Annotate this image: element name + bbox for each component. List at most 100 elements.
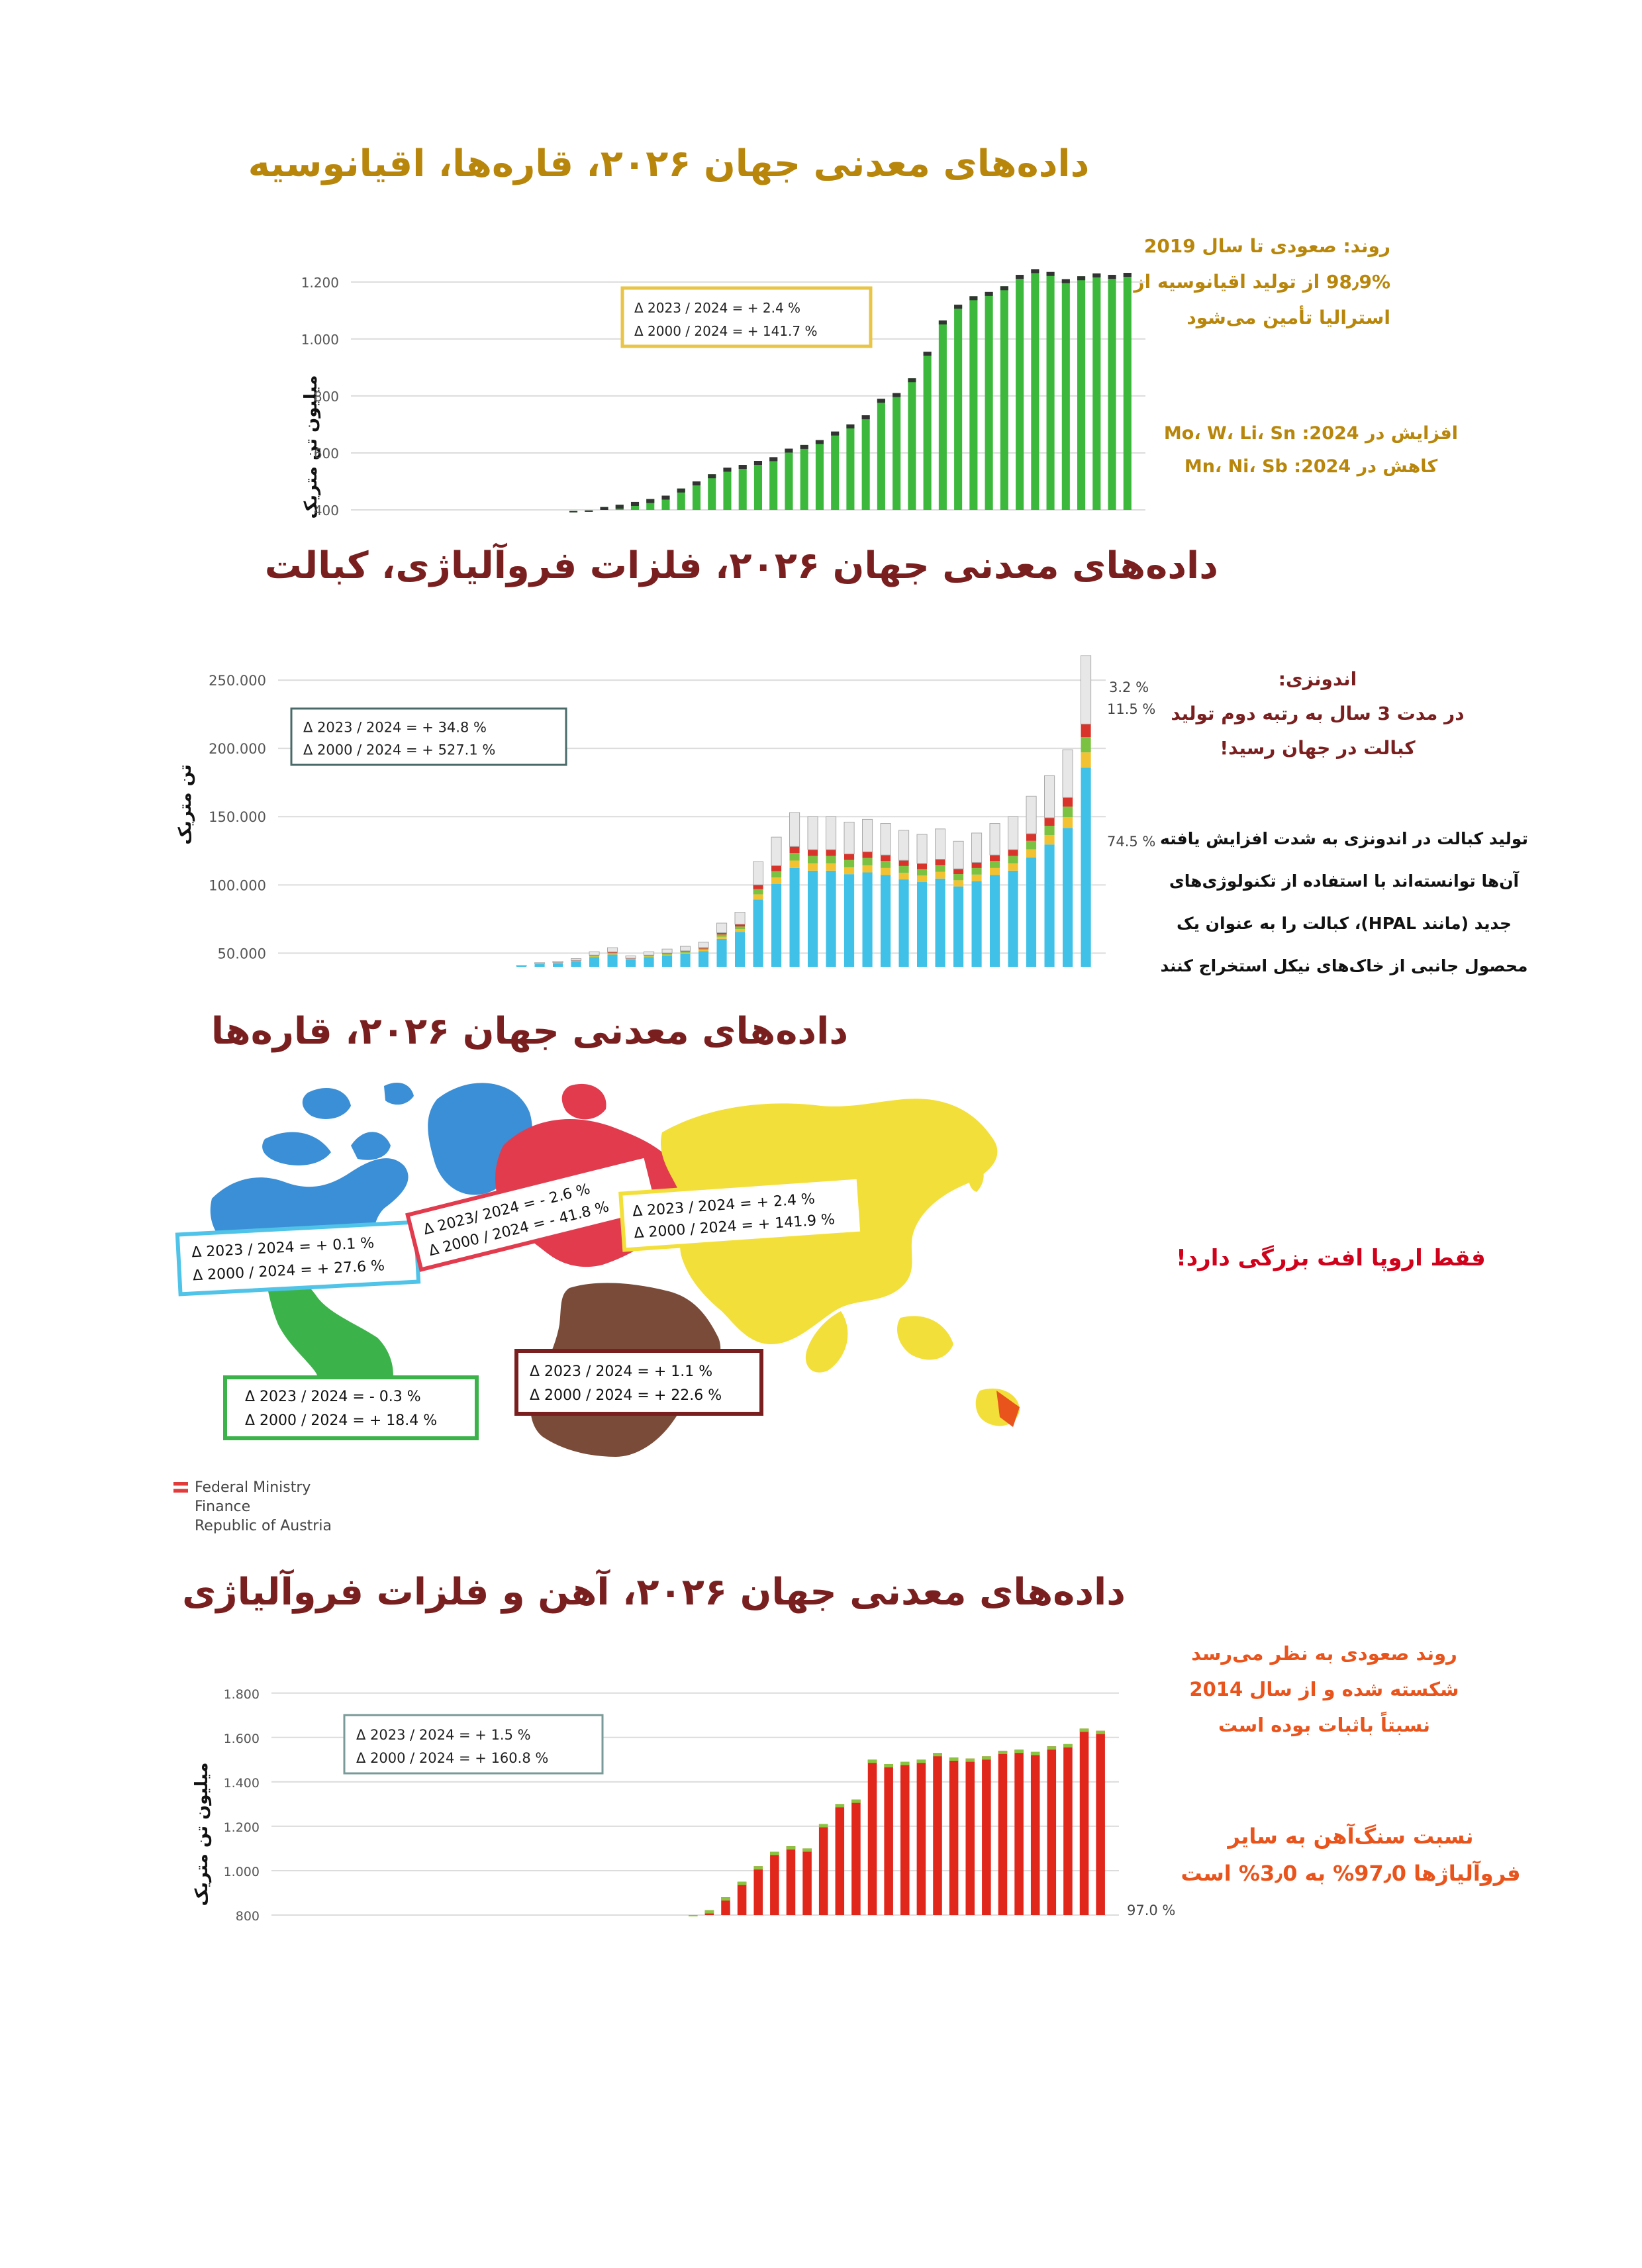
- bar: [1014, 1750, 1024, 1915]
- bar-yellow: [826, 863, 836, 871]
- y-tick-label: 250.000: [209, 673, 266, 689]
- bar-cap: [933, 1753, 942, 1757]
- bar: [982, 1756, 991, 1915]
- bar-cap: [723, 468, 732, 472]
- bar-blue: [881, 875, 891, 967]
- bar-red: [662, 953, 673, 954]
- bar-red: [826, 850, 836, 856]
- bar: [738, 465, 747, 510]
- chart2-note2-1: آن‌ها توانسته‌اند با استفاده از تکنولوژی…: [1169, 871, 1520, 891]
- chart1-note-2: استرالیا تأمین می‌شود: [1186, 307, 1390, 328]
- bar-gray: [734, 912, 746, 925]
- bar-blue: [808, 870, 818, 967]
- bar-gray: [898, 830, 910, 861]
- africa-box: Δ 2023 / 2024 = + 1.1 % Δ 2000 / 2024 = …: [514, 1349, 763, 1416]
- bar-green: [881, 861, 891, 868]
- bar-gray: [552, 961, 563, 963]
- chart1-notes2: افزایش در 2024: Mo، W، Li، Sn کاهش در 20…: [1126, 417, 1496, 483]
- bar-gray: [971, 832, 983, 863]
- chart2-title: داده‌های معدنی جهان ۲۰۲۶، فلزات فروآلیاژ…: [264, 544, 1218, 587]
- bar-cap: [630, 501, 640, 506]
- south-america-box: Δ 2023 / 2024 = - 0.3 % Δ 2000 / 2024 = …: [223, 1375, 479, 1440]
- bar-red: [844, 854, 855, 860]
- chart2-notes2: تولید کبالت در اندونزی به شدت افزایش یاف…: [1132, 818, 1556, 987]
- bar: [800, 444, 808, 510]
- bar-yellow: [844, 867, 855, 875]
- pct-label: 74.5 %: [1107, 834, 1155, 850]
- bar-blue: [990, 875, 1000, 967]
- bar-red: [753, 885, 763, 889]
- bar: [818, 1824, 828, 1915]
- bar-blue: [917, 882, 928, 967]
- bar-blue: [898, 879, 909, 967]
- bar: [900, 1761, 910, 1915]
- bar-cap: [689, 1915, 698, 1916]
- bar-cap: [949, 1757, 959, 1761]
- bar-green: [1044, 826, 1055, 836]
- chart2-note-1: در مدت 3 سال به رتبه دوم تولید: [1171, 703, 1465, 724]
- bar-blue: [753, 899, 763, 967]
- y-tick-label: 600: [314, 446, 339, 462]
- bar-cap: [1046, 271, 1055, 276]
- bar-yellow: [1044, 835, 1055, 845]
- bar: [998, 1750, 1008, 1915]
- bar-green: [607, 952, 618, 954]
- bar-cap: [954, 305, 963, 309]
- bar-yellow: [1026, 849, 1037, 858]
- bar-red: [971, 862, 982, 868]
- bar-blue: [626, 960, 636, 967]
- bar-cap: [802, 1848, 812, 1852]
- bar-blue: [1063, 828, 1073, 967]
- bar-cap: [1061, 279, 1070, 283]
- y-tick-label: 1.000: [224, 1865, 260, 1879]
- bar-green: [771, 871, 782, 878]
- bar-green: [808, 856, 818, 863]
- bar-blue: [662, 955, 673, 967]
- bar: [737, 1881, 747, 1915]
- chart2-notes: اندونزی: در مدت 3 سال به رتبه دوم تولید …: [1126, 662, 1510, 765]
- bar: [969, 296, 978, 510]
- bar: [1108, 275, 1116, 510]
- chart3-title: داده‌های معدنی جهان ۲۰۲۶، آهن و فلزات فر…: [182, 1571, 1126, 1614]
- bar-yellow: [1081, 752, 1091, 768]
- bar-gray: [680, 946, 691, 952]
- bar-cap: [1079, 1728, 1089, 1732]
- bar-blue: [589, 957, 600, 967]
- chart3-delta-box: Δ 2023 / 2024 = + 1.5 % Δ 2000 / 2024 = +…: [343, 1714, 604, 1775]
- bar-red: [898, 860, 909, 866]
- bar-yellow: [644, 956, 654, 958]
- bar-gray: [589, 951, 600, 956]
- bar-cap: [985, 291, 993, 296]
- y-tick-label: 1.200: [224, 1820, 260, 1835]
- chart3-note-1: شکسته شده و از سال 2014: [1189, 1678, 1459, 1701]
- chart2-ylabel: تن متریک: [175, 764, 195, 845]
- bar-green: [1081, 737, 1091, 753]
- bar: [861, 415, 870, 510]
- delta-box-frame: [620, 286, 873, 348]
- bar: [677, 488, 685, 510]
- bar-red: [680, 950, 691, 952]
- chart1-note2-0: افزایش در 2024: Mo، W، Li، Sn: [1163, 423, 1459, 444]
- bar-green: [626, 958, 636, 960]
- bar-yellow: [735, 929, 746, 932]
- bar-red: [771, 865, 782, 871]
- africa-line1: Δ 2023 / 2024 = + 1.1 %: [530, 1363, 712, 1380]
- bar-green: [990, 861, 1000, 868]
- oceania-shape: [975, 1388, 1020, 1427]
- delta-line-2: Δ 2000 / 2024 = + 160.8 %: [356, 1750, 548, 1766]
- chart2-delta-box: Δ 2023 / 2024 = + 34.8 % Δ 2000 / 2024 = …: [290, 707, 567, 766]
- south-america-line1: Δ 2023 / 2024 = - 0.3 %: [245, 1389, 421, 1405]
- bar-green: [680, 952, 691, 953]
- bar: [1063, 1744, 1073, 1915]
- bar-gray: [698, 942, 709, 948]
- bar-gray: [771, 836, 782, 866]
- bar: [908, 378, 916, 510]
- bar-green: [917, 869, 928, 876]
- austria-flag-icon: [173, 1482, 188, 1493]
- bar-cap: [753, 461, 763, 465]
- bar-cap: [737, 1881, 747, 1885]
- bar-green: [1008, 856, 1018, 863]
- bar-cap: [786, 1846, 796, 1850]
- bar-yellow: [971, 874, 982, 881]
- bar-gray: [625, 956, 636, 959]
